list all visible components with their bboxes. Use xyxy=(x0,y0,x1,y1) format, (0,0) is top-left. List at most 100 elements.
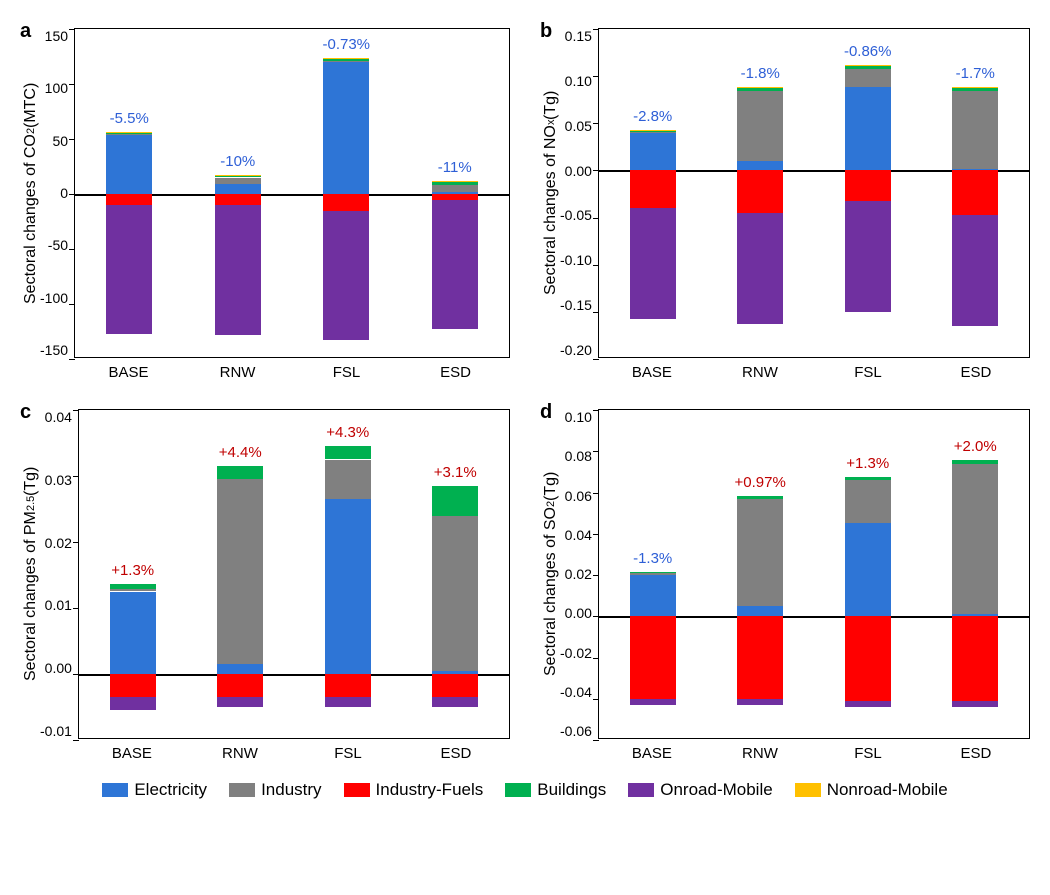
legend-label: Industry-Fuels xyxy=(376,780,484,800)
bar-seg-buildings xyxy=(630,131,676,132)
bar-seg-electricity xyxy=(630,575,676,616)
bar-seg-industry xyxy=(110,589,156,592)
xtick-label: ESD xyxy=(402,739,510,762)
y-axis-label: Sectoral changes of NOx (Tg) xyxy=(540,28,560,358)
bar-FSL: -0.86% xyxy=(845,29,891,359)
bar-annotation: +2.0% xyxy=(954,438,997,455)
ytick-label: 0.00 xyxy=(565,605,592,621)
bar-seg-onroad xyxy=(432,200,478,330)
bar-ESD: -11% xyxy=(432,29,478,359)
bar-seg-buildings xyxy=(737,88,783,91)
bar-seg-onroad xyxy=(630,699,676,705)
y-axis-ticks: 0.150.100.050.00-0.05-0.10-0.15-0.20 xyxy=(560,28,598,358)
bar-ESD: +3.1% xyxy=(432,410,478,740)
ytick-label: 0.05 xyxy=(565,118,592,134)
bar-seg-buildings xyxy=(110,584,156,589)
xtick-label: FSL xyxy=(814,358,922,381)
bar-seg-buildings xyxy=(215,175,261,177)
bar-annotation: -0.86% xyxy=(844,43,892,60)
ytick-label: 0.10 xyxy=(565,409,592,425)
xtick-label: RNW xyxy=(186,739,294,762)
bar-seg-onroad xyxy=(952,215,998,326)
xtick-label: FSL xyxy=(292,358,401,381)
bar-FSL: +4.3% xyxy=(325,410,371,740)
ytick-label: 0.02 xyxy=(565,566,592,582)
bar-seg-electricity xyxy=(737,161,783,170)
legend-swatch-icon xyxy=(628,783,654,797)
ytick-label: 0.00 xyxy=(45,660,72,676)
bar-seg-industry_fuels xyxy=(845,616,891,701)
ytick-label: -0.04 xyxy=(560,684,592,700)
ytick-label: -0.06 xyxy=(560,723,592,739)
plot-area: -2.8%-1.8%-0.86%-1.7% xyxy=(598,28,1030,358)
bar-seg-industry xyxy=(215,178,261,185)
bar-seg-industry_fuels xyxy=(325,674,371,697)
bar-seg-electricity xyxy=(325,499,371,674)
bar-RNW: +4.4% xyxy=(217,410,263,740)
bar-seg-buildings xyxy=(737,496,783,499)
ytick-label: -100 xyxy=(40,290,68,306)
xtick-label: ESD xyxy=(401,358,510,381)
ytick-label: 0.04 xyxy=(565,527,592,543)
bar-annotation: +1.3% xyxy=(846,455,889,472)
bar-seg-buildings xyxy=(952,460,998,464)
xtick-label: ESD xyxy=(922,739,1030,762)
bar-seg-industry xyxy=(630,573,676,575)
bar-seg-buildings xyxy=(432,182,478,185)
ytick-label: 0.10 xyxy=(565,73,592,89)
bar-seg-electricity xyxy=(110,592,156,675)
bar-seg-onroad xyxy=(106,205,152,334)
bar-seg-industry xyxy=(323,61,369,62)
bar-seg-industry xyxy=(952,464,998,615)
ytick-label: -0.05 xyxy=(560,207,592,223)
legend-swatch-icon xyxy=(344,783,370,797)
ytick-label: -0.15 xyxy=(560,297,592,313)
legend-swatch-icon xyxy=(229,783,255,797)
bar-seg-buildings xyxy=(952,88,998,91)
bar-seg-industry_fuels xyxy=(630,170,676,208)
bar-seg-onroad xyxy=(432,697,478,707)
xtick-label: FSL xyxy=(294,739,402,762)
legend-item-industry: Industry xyxy=(229,780,321,800)
xtick-label: ESD xyxy=(922,358,1030,381)
bar-annotation: -0.73% xyxy=(322,36,370,53)
bar-annotation: -11% xyxy=(438,159,472,176)
bar-annotation: +4.4% xyxy=(219,444,262,461)
bar-seg-onroad xyxy=(845,201,891,312)
legend-swatch-icon xyxy=(102,783,128,797)
xtick-label: BASE xyxy=(74,358,183,381)
ytick-label: 100 xyxy=(45,80,68,96)
bar-seg-industry xyxy=(737,91,783,161)
legend-item-industry_fuels: Industry-Fuels xyxy=(344,780,484,800)
xtick-label: BASE xyxy=(598,358,706,381)
xtick-label: FSL xyxy=(814,739,922,762)
y-axis-ticks: 0.040.030.020.010.00-0.01 xyxy=(40,409,78,739)
ytick-label: 0.04 xyxy=(45,409,72,425)
legend-label: Nonroad-Mobile xyxy=(827,780,948,800)
bar-seg-industry_fuels xyxy=(215,194,261,205)
bar-seg-industry_fuels xyxy=(110,674,156,697)
bar-annotation: -10% xyxy=(220,153,255,170)
y-axis-ticks: 0.100.080.060.040.020.00-0.02-0.04-0.06 xyxy=(560,409,598,739)
ytick-label: -50 xyxy=(48,237,68,253)
bar-seg-onroad xyxy=(952,701,998,707)
legend-label: Buildings xyxy=(537,780,606,800)
ytick-label: 0.15 xyxy=(565,28,592,44)
legend-swatch-icon xyxy=(505,783,531,797)
bar-annotation: +0.97% xyxy=(735,474,786,491)
bar-annotation: -1.8% xyxy=(741,65,780,82)
bar-seg-onroad xyxy=(217,697,263,707)
legend-item-electricity: Electricity xyxy=(102,780,207,800)
bar-seg-nonroad xyxy=(106,132,152,133)
legend: Electricity Industry Industry-Fuels Buil… xyxy=(20,780,1030,800)
x-axis-labels: BASERNWFSLESD xyxy=(78,739,510,762)
xtick-label: RNW xyxy=(183,358,292,381)
bar-ESD: +2.0% xyxy=(952,410,998,740)
bar-seg-industry xyxy=(845,69,891,88)
bar-seg-industry_fuels xyxy=(845,170,891,200)
bar-seg-onroad xyxy=(325,697,371,707)
xtick-label: RNW xyxy=(706,739,814,762)
bar-seg-buildings xyxy=(432,486,478,516)
panel-c: c Sectoral changes of PM2.5 (Tg) 0.040.0… xyxy=(20,401,510,762)
bar-RNW: -1.8% xyxy=(737,29,783,359)
